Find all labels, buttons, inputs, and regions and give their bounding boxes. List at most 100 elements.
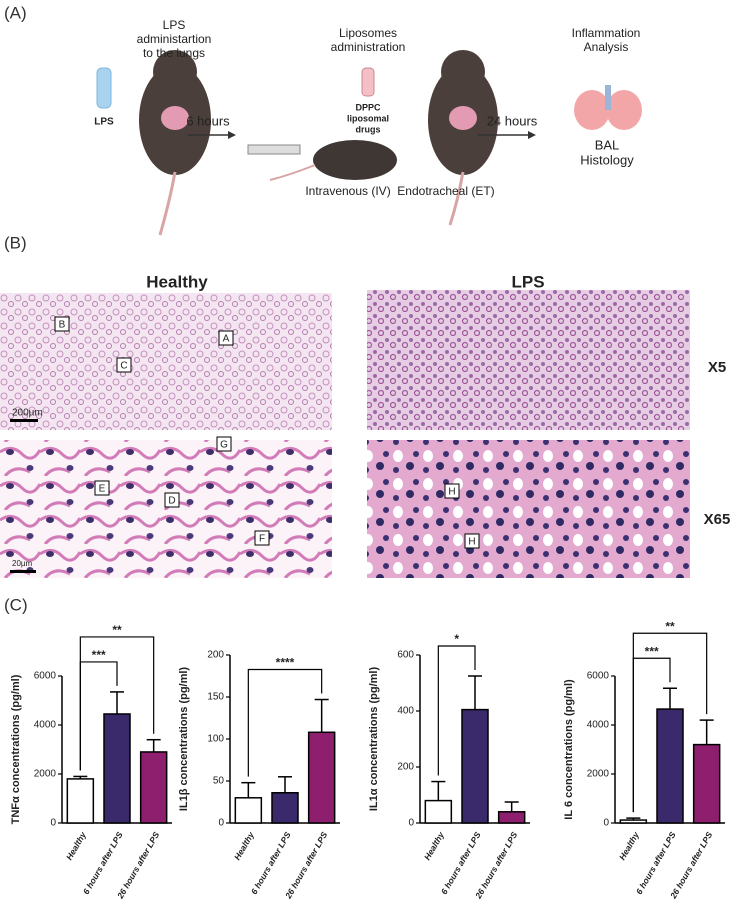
route-label: Intravenous (IV): [305, 184, 390, 198]
marker-label: E: [99, 484, 106, 495]
bar: [139, 751, 168, 824]
significance-label: *: [454, 632, 459, 646]
step-title: Liposomes: [339, 26, 397, 40]
bar: [66, 778, 95, 824]
x-tick-label: 6 hours after LPS: [81, 830, 125, 896]
y-tick-label: 400: [397, 706, 414, 717]
y-tick-label: 600: [397, 650, 414, 661]
x-tick-label: Healthy: [422, 829, 447, 862]
x-tick-label: 26 hours after LPS: [473, 830, 520, 901]
significance-bracket: [632, 632, 708, 813]
bar: [424, 799, 453, 824]
marker-label: G: [220, 440, 228, 451]
marker-box: [116, 357, 132, 373]
x-tick-label: 6 hours after LPS: [439, 830, 483, 896]
bar: [307, 731, 336, 824]
x-tick-label: 26 hours after LPS: [668, 830, 715, 901]
y-tick-label: 2000: [587, 769, 610, 780]
y-tick-label: 6000: [34, 671, 57, 682]
micrograph: [0, 293, 332, 430]
column-title: Healthy: [146, 272, 208, 291]
y-tick-label: 2000: [34, 769, 57, 780]
analysis-label: Histology: [580, 152, 634, 167]
y-tick-label: 4000: [587, 720, 610, 731]
marker-box: [164, 492, 180, 508]
y-tick-label: 200: [397, 762, 414, 773]
marker-box: [54, 316, 70, 332]
bar: [497, 811, 526, 824]
y-axis-label: IL 6 concentrations (pg/ml): [563, 679, 575, 820]
analysis-label: BAL: [595, 137, 620, 152]
marker-label: F: [259, 534, 265, 545]
panel-a-graphics: [96, 50, 642, 236]
x-tick-label: 6 hours after LPS: [634, 830, 678, 896]
step-title: administartion: [137, 32, 212, 46]
marker-box: [218, 330, 234, 346]
x-tick-label: 26 hours after LPS: [115, 830, 162, 901]
significance-label: **: [665, 619, 675, 633]
bar: [234, 797, 263, 824]
micrograph: [0, 440, 332, 578]
time-label: 6 hours: [186, 113, 230, 128]
bar: [619, 819, 648, 824]
y-axis-label: TNFα concentrations (pg/ml): [10, 674, 22, 824]
tube-label: LPS: [94, 117, 114, 128]
step-title: Analysis: [584, 40, 629, 54]
y-tick-label: 0: [603, 818, 609, 829]
tube-label: DPPC: [355, 102, 381, 112]
bar: [656, 708, 684, 824]
y-axis-label: IL1α concentrations (pg/ml): [368, 667, 380, 812]
marker-box: [464, 533, 480, 549]
tube-label: drugs: [355, 124, 380, 134]
marker-box: [216, 436, 232, 452]
y-tick-label: 200: [207, 650, 224, 661]
x-tick-label: Healthy: [64, 829, 89, 862]
y-tick-label: 4000: [34, 720, 57, 731]
x-tick-label: Healthy: [617, 829, 642, 862]
marker-label: B: [59, 320, 66, 331]
significance-label: ***: [92, 648, 106, 662]
marker-box: [94, 480, 110, 496]
step-title: Inflammation: [572, 26, 641, 40]
bar: [103, 713, 131, 824]
time-label: 24 hours: [487, 113, 538, 128]
step-title: to the lungs: [143, 46, 205, 60]
scale-label: 20µm: [12, 559, 33, 568]
panel-label: (B): [4, 233, 27, 252]
row-label: X65: [704, 511, 731, 528]
marker-box: [444, 483, 460, 499]
x-tick-label: Healthy: [232, 829, 257, 862]
y-tick-label: 0: [50, 818, 56, 829]
bar: [692, 743, 721, 824]
marker-label: C: [120, 361, 127, 372]
y-axis-label: IL1β concentrations (pg/ml): [178, 667, 190, 812]
significance-label: **: [112, 623, 122, 637]
marker-label: H: [468, 537, 475, 548]
step-title: administration: [331, 40, 406, 54]
micrograph: [367, 440, 690, 578]
panel-label: (A): [4, 3, 27, 22]
y-tick-label: 0: [218, 818, 224, 829]
route-label: Endotracheal (ET): [397, 184, 494, 198]
row-label: X5: [708, 359, 726, 376]
marker-label: D: [168, 496, 175, 507]
micrograph: [367, 290, 690, 430]
significance-bracket: [247, 668, 323, 777]
marker-label: A: [223, 334, 230, 345]
y-tick-label: 50: [213, 776, 225, 787]
bar: [461, 708, 489, 824]
significance-label: ****: [276, 656, 295, 670]
y-tick-label: 100: [207, 734, 224, 745]
panel-label: (C): [4, 595, 28, 614]
bar: [271, 792, 299, 824]
scale-bar: [10, 570, 36, 573]
significance-label: ***: [645, 644, 659, 658]
column-title: LPS: [511, 272, 544, 291]
x-tick-label: 6 hours after LPS: [249, 830, 293, 896]
significance-bracket: [437, 645, 476, 776]
y-tick-label: 0: [408, 818, 414, 829]
marker-box: [254, 530, 270, 546]
step-title: LPS: [163, 18, 186, 32]
marker-label: H: [448, 487, 455, 498]
